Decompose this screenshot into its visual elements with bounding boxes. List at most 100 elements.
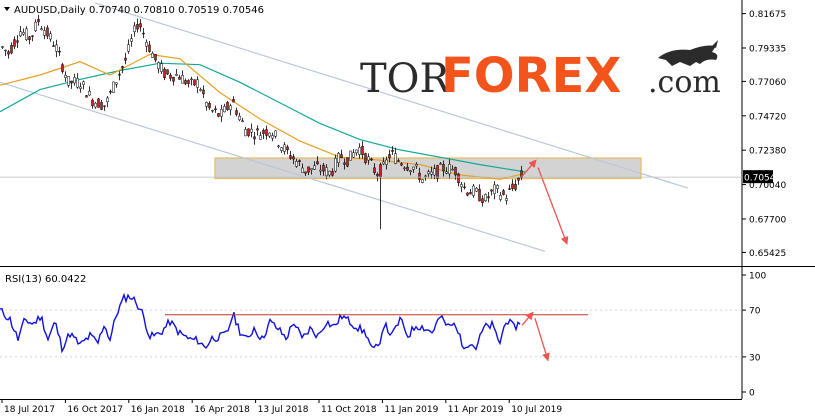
candle-body: [328, 170, 331, 176]
candle-body: [55, 44, 58, 52]
candle-body: [388, 154, 391, 159]
candle-body: [10, 45, 13, 54]
candle-body: [175, 73, 178, 76]
forecast-arrow: [537, 167, 569, 245]
rsi-panel[interactable]: [0, 267, 742, 399]
candle-body: [385, 159, 388, 165]
candle-body: [25, 28, 28, 40]
candle-body: [13, 39, 16, 47]
rsi-line-layer: [0, 292, 521, 354]
candle-body: [109, 90, 112, 93]
candle-body: [253, 136, 256, 140]
candle-body: [454, 167, 457, 176]
candle-body: [112, 81, 115, 93]
dropdown-triangle-icon[interactable]: [4, 7, 10, 11]
rsi-forecast-arrow: [534, 318, 550, 362]
candle-body: [283, 144, 286, 152]
candle-body: [88, 90, 91, 96]
bull-logo-icon: [658, 40, 718, 66]
candle-body: [430, 171, 433, 175]
candle-body: [478, 188, 481, 202]
candle-body: [187, 80, 190, 84]
price-tick-label: 0.67700: [749, 215, 786, 225]
candle-body: [364, 153, 367, 163]
candle-body: [142, 32, 145, 35]
time-tick-label: 16 Oct 2017: [67, 405, 123, 415]
candle-body: [382, 161, 385, 165]
candle-body: [472, 185, 475, 196]
candle-body: [409, 170, 412, 172]
candle-body: [373, 167, 376, 174]
candle-body: [412, 166, 415, 170]
candle-body: [76, 78, 79, 88]
candle-body: [151, 53, 154, 58]
candle-body: [199, 89, 202, 91]
time-tick-label: 16 Jan 2018: [131, 405, 185, 415]
candle-body: [484, 194, 487, 202]
candle-body: [469, 192, 472, 195]
candle-body: [280, 147, 283, 151]
candle-body: [160, 63, 163, 72]
candle-body: [22, 32, 25, 35]
candle-body: [115, 82, 118, 85]
time-tick-label: 18 Jul 2017: [4, 405, 55, 415]
candle-body: [214, 108, 217, 111]
candle-body: [463, 186, 466, 189]
candle-body: [367, 156, 370, 161]
candle-body: [466, 192, 469, 196]
candle-body: [94, 102, 97, 108]
candle-body: [397, 160, 400, 162]
rsi-label: RSI(13) 60.0422: [5, 274, 86, 285]
price-tick-label: 0.79335: [749, 44, 786, 54]
candle-body: [1, 46, 4, 48]
candle-body: [442, 164, 445, 172]
candle-body: [514, 184, 517, 190]
candle-body: [208, 103, 211, 109]
candle-body: [256, 128, 259, 131]
candle-body: [16, 40, 19, 43]
candle-body: [520, 170, 523, 178]
price-panel[interactable]: [0, 0, 742, 266]
candle-body: [340, 154, 343, 158]
candle-body: [376, 173, 379, 177]
candle-body: [127, 44, 130, 52]
candle-body: [481, 198, 484, 204]
candle-body: [319, 169, 322, 172]
candle-body: [67, 76, 70, 86]
logo-part-tor: TOR: [360, 56, 451, 102]
candle-body: [91, 99, 94, 107]
candles-layer: [1, 14, 523, 230]
candle-body: [274, 130, 277, 137]
candle-body: [172, 76, 175, 82]
symbol-label: AUDUSD,Daily: [14, 5, 86, 16]
candle-body: [97, 98, 100, 108]
candle-body: [100, 102, 103, 110]
candle-body: [334, 158, 337, 172]
candle-body: [292, 156, 295, 160]
candle-body: [34, 21, 37, 31]
candle-body: [352, 152, 355, 158]
time-x-axis: 18 Jul 2017 16 Oct 2017 16 Jan 2018 16 Apr …: [1, 399, 562, 415]
candle-body: [304, 171, 307, 174]
candle-body: [475, 188, 478, 192]
candle-body: [358, 147, 361, 155]
candle-body: [265, 129, 268, 136]
price-y-axis: 0.81675 0.79335 0.77060 0.74720 0.72380 0.700…: [742, 10, 786, 259]
candle-body: [124, 57, 127, 61]
candle-body: [490, 189, 493, 192]
candle-body: [193, 79, 196, 86]
candle-body: [355, 149, 358, 154]
candle-body: [439, 163, 442, 165]
torforex-logo: TOR FOREX .com: [360, 40, 721, 104]
price-tick-label: 0.81675: [749, 10, 786, 20]
channel-layer: [0, 2, 689, 252]
candle-body: [400, 163, 403, 166]
candle-body: [487, 196, 490, 199]
time-tick-label: 16 Apr 2018: [194, 405, 250, 415]
time-tick-label: 11 Apr 2019: [448, 405, 504, 415]
candle-body: [310, 168, 313, 171]
candle-body: [190, 78, 193, 81]
candle-body: [31, 35, 34, 37]
logo-part-com: .com: [648, 65, 721, 100]
